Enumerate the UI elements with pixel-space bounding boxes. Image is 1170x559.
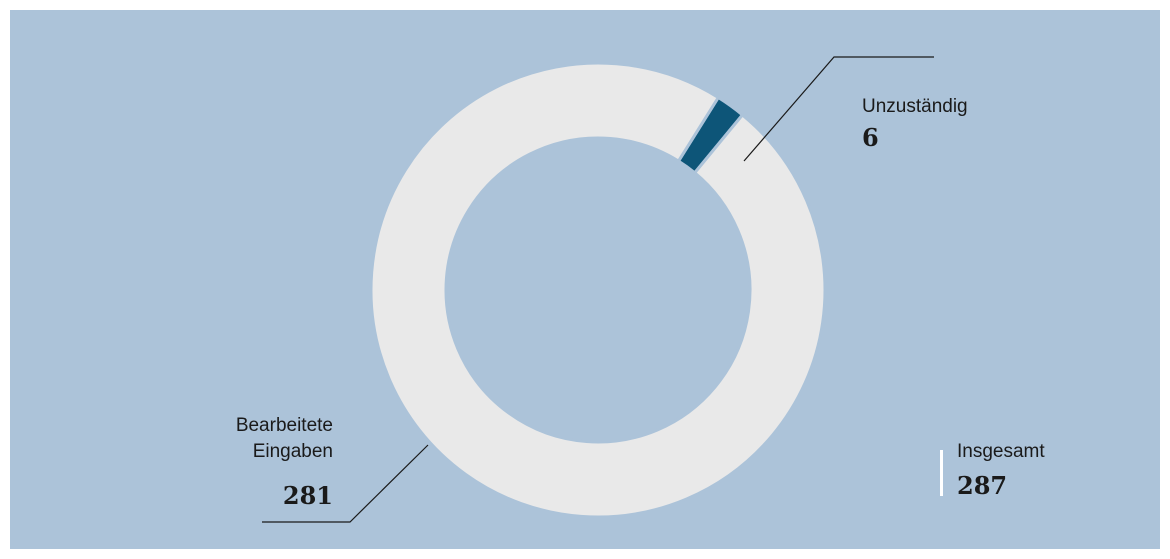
total-value: 287: [957, 471, 1008, 500]
total-label: Insgesamt: [957, 441, 1045, 462]
donut-slice-bearbeitet: [369, 61, 827, 519]
slice-label-bearbeitet: Bearbeitete Eingaben: [160, 413, 333, 465]
slice-value-bearbeitet: 281: [282, 481, 333, 510]
slice-label-bearbeitet-line2: Eingaben: [252, 441, 333, 462]
slice-label-bearbeitet-line1: Bearbeitete: [235, 415, 333, 436]
total-marker-bar: [940, 450, 943, 496]
leader-line-unzustaendig: [743, 56, 934, 162]
slice-label-unzustaendig: Unzuständig: [862, 96, 968, 117]
slice-value-unzustaendig: 6: [862, 123, 879, 152]
leader-line-bearbeitet: [262, 444, 429, 523]
